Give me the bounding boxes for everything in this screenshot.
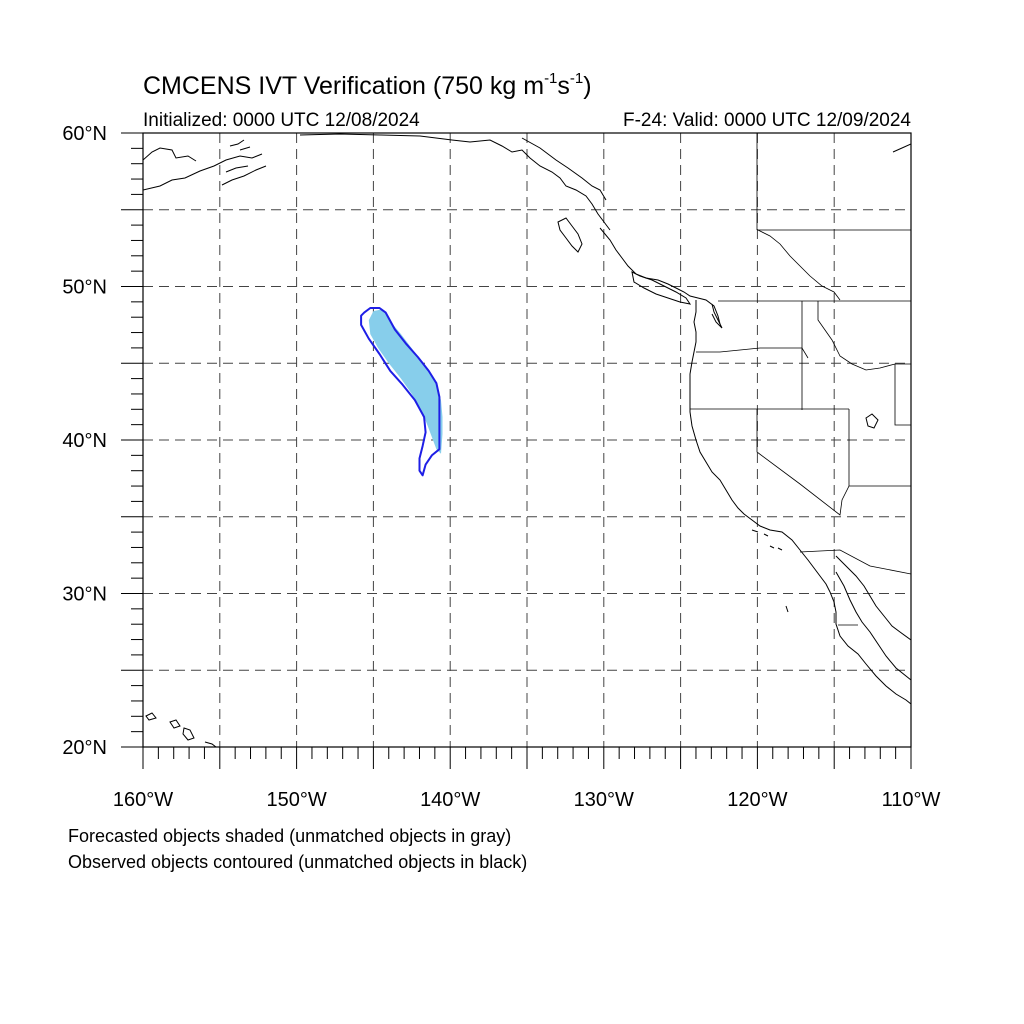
haida-gwaii-coast <box>557 217 583 253</box>
lon-label: 130°W <box>574 789 634 811</box>
title-unit-2: s <box>557 72 570 100</box>
nevada-border <box>756 409 850 516</box>
valid-time: F-24: Valid: 0000 UTC 12/09/2024 <box>623 110 911 131</box>
axis-labels: 60°N 50°N 40°N 30°N 20°N 160°W 150°W 140°W 130°W… <box>62 123 940 811</box>
axis-ticks <box>121 132 912 769</box>
yukon-coast-ne <box>892 143 911 153</box>
forecast-object-shaded <box>368 309 443 454</box>
puget-sound-coast <box>711 303 723 329</box>
legend-forecast-note: Forecasted objects shaded (unmatched obj… <box>68 826 512 846</box>
vancouver-island-coast <box>631 271 692 305</box>
alaska-peninsula-coast <box>143 139 267 191</box>
us-west-coast <box>689 300 911 705</box>
lat-label: 30°N <box>62 584 107 606</box>
utah-border <box>849 364 911 487</box>
alaska-gulf-coast <box>299 133 611 231</box>
us-mexico-border <box>799 549 911 575</box>
title-exponent-2: -1 <box>569 70 584 87</box>
yukon-bc-border <box>756 133 911 231</box>
lat-label: 40°N <box>62 430 107 452</box>
ivt-objects <box>360 307 443 477</box>
bc-alberta-border <box>757 229 841 301</box>
lon-label: 140°W <box>420 789 480 811</box>
channel-islands <box>751 529 783 551</box>
idaho-border <box>801 301 911 410</box>
washington-oregon-border <box>696 347 809 359</box>
lon-label: 150°W <box>266 789 326 811</box>
title-main: CMCENS IVT Verification (750 kg m <box>143 72 545 100</box>
chart-title: CMCENS IVT Verification (750 kg m-1s-1) <box>143 70 592 101</box>
coastlines <box>143 133 911 747</box>
observed-object-contour <box>360 307 441 477</box>
lat-label: 50°N <box>62 277 107 299</box>
lat-label: 20°N <box>62 737 107 759</box>
title-exponent-1: -1 <box>544 70 558 87</box>
hawaii-islands <box>145 712 217 747</box>
lon-label: 120°W <box>727 789 787 811</box>
graticule <box>143 133 911 747</box>
initialized-time: Initialized: 0000 UTC 12/08/2024 <box>143 110 420 131</box>
alaska-canada-border <box>521 137 607 201</box>
title-close: ) <box>583 72 592 100</box>
great-salt-lake <box>865 413 879 429</box>
lat-label: 60°N <box>62 123 107 145</box>
legend-observed-note: Observed objects contoured (unmatched ob… <box>68 852 528 872</box>
bc-coast <box>599 227 721 325</box>
lon-label: 110°W <box>882 789 941 811</box>
lon-label: 160°W <box>113 789 173 811</box>
guadalupe-island <box>785 605 789 613</box>
gulf-of-california-coast <box>835 555 911 681</box>
political-borders <box>690 133 911 626</box>
